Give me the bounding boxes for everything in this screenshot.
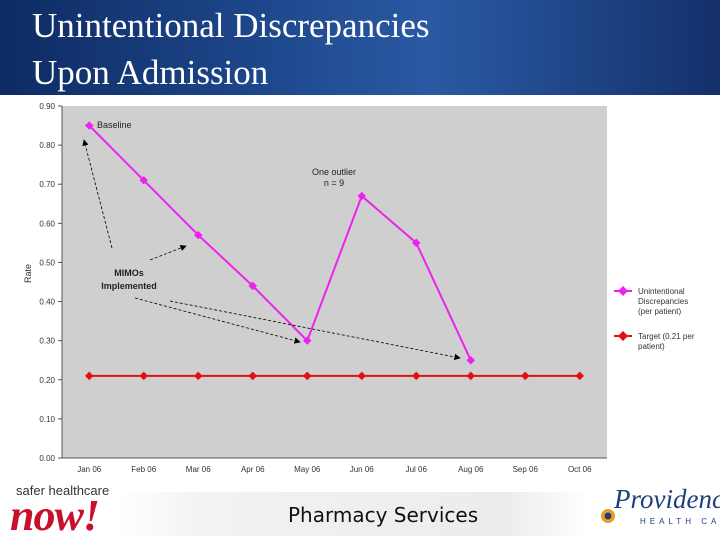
x-tick-label: Aug 06: [458, 465, 484, 474]
x-tick-label: Jul 06: [406, 465, 428, 474]
data-point-discrepancies: [357, 191, 366, 201]
x-tick-label: Jun 06: [350, 465, 375, 474]
x-tick-labels: Jan 06 Feb 06 Mar 06 Apr 06 May 06 Jun 06 Jul …: [77, 465, 592, 474]
annotation-mimos: MIMOs: [114, 268, 144, 278]
x-tick-label: May 06: [294, 465, 321, 474]
data-point-discrepancies: [466, 355, 475, 365]
x-tick-label: Feb 06: [131, 465, 156, 474]
data-point-target: [575, 371, 584, 381]
y-tick-label: 0.30: [39, 337, 55, 346]
footer-bar: [120, 492, 590, 536]
plot-area: [62, 106, 607, 458]
y-tick-label: 0.50: [39, 258, 55, 267]
arrow-to-mar: [149, 245, 187, 261]
providence-emblem-icon: [601, 509, 615, 523]
y-tick-label: 0.90: [39, 102, 55, 111]
y-tick-label: 0.10: [39, 415, 55, 424]
legend-marker-target: [618, 331, 628, 341]
y-axis-label: Rate: [23, 264, 33, 283]
x-tick-label: Sep 06: [513, 465, 539, 474]
data-point-discrepancies: [194, 230, 203, 240]
data-point-target: [521, 371, 530, 381]
y-tick-label: 0.70: [39, 180, 55, 189]
x-tick-label: Apr 06: [241, 465, 265, 474]
data-point-target: [85, 371, 94, 381]
y-tick-label: 0.40: [39, 298, 55, 307]
annotation-arrows: [82, 139, 461, 361]
data-point-target: [412, 371, 421, 381]
slide-title-line-2: Upon Admission: [32, 53, 269, 92]
annotation-outlier: One outlier: [312, 167, 356, 177]
series-layer: [85, 121, 584, 381]
logo-right-providence: Providence: [614, 484, 720, 514]
logo-left-tagline: safer healthcare: [16, 483, 110, 498]
legend: Unintentional Discrepancies (per patient…: [614, 286, 697, 351]
y-tick-label: 0.60: [39, 219, 55, 228]
data-point-discrepancies: [248, 281, 257, 291]
logo-right-health-care: HEALTH CARE: [640, 517, 720, 526]
slide-title-line-1: Unintentional Discrepancies: [32, 6, 430, 45]
series-line-discrepancies: [88, 124, 472, 361]
y-tick-label: 0.80: [39, 141, 55, 150]
title-bar: [0, 0, 720, 95]
logo-left-now: now!: [10, 491, 100, 540]
footer-department: Pharmacy Services: [288, 503, 479, 527]
x-tick-label: Mar 06: [186, 465, 211, 474]
data-point-target: [194, 371, 203, 381]
data-point-target: [139, 371, 148, 381]
line-chart: 0.00 0.10 0.20 0.30 0.40 0.50 0.60 0.70 0.80 0.90…: [23, 102, 697, 474]
legend-label-discrepancies: Unintentional Discrepancies (per patient…: [638, 287, 690, 316]
y-tick-label: 0.00: [39, 454, 55, 463]
legend-label-target: Target (0.21 per patient): [638, 332, 697, 351]
data-point-discrepancies: [303, 336, 312, 345]
annotation-outlier-n: n = 9: [324, 178, 344, 188]
x-tick-label: Oct 06: [568, 465, 592, 474]
data-point-discrepancies: [412, 238, 421, 248]
y-tick-labels: 0.00 0.10 0.20 0.30 0.40 0.50 0.60 0.70 0.80 0.90: [39, 102, 62, 463]
arrow-to-aug: [169, 300, 461, 361]
data-point-discrepancies: [139, 176, 148, 185]
x-tick-label: Jan 06: [77, 465, 102, 474]
legend-marker-discrepancies: [618, 286, 628, 296]
data-point-target: [303, 371, 312, 381]
providence-logo: [598, 488, 714, 534]
annotation-baseline: Baseline: [97, 120, 132, 130]
annotation-implemented: Implemented: [101, 281, 157, 291]
data-point-discrepancies: [85, 121, 94, 130]
data-point-target: [248, 371, 257, 381]
arrow-to-may: [134, 297, 301, 344]
data-point-target: [466, 371, 475, 381]
data-point-target: [357, 371, 366, 381]
arrow-to-baseline: [82, 139, 113, 249]
y-tick-label: 0.20: [39, 376, 55, 385]
